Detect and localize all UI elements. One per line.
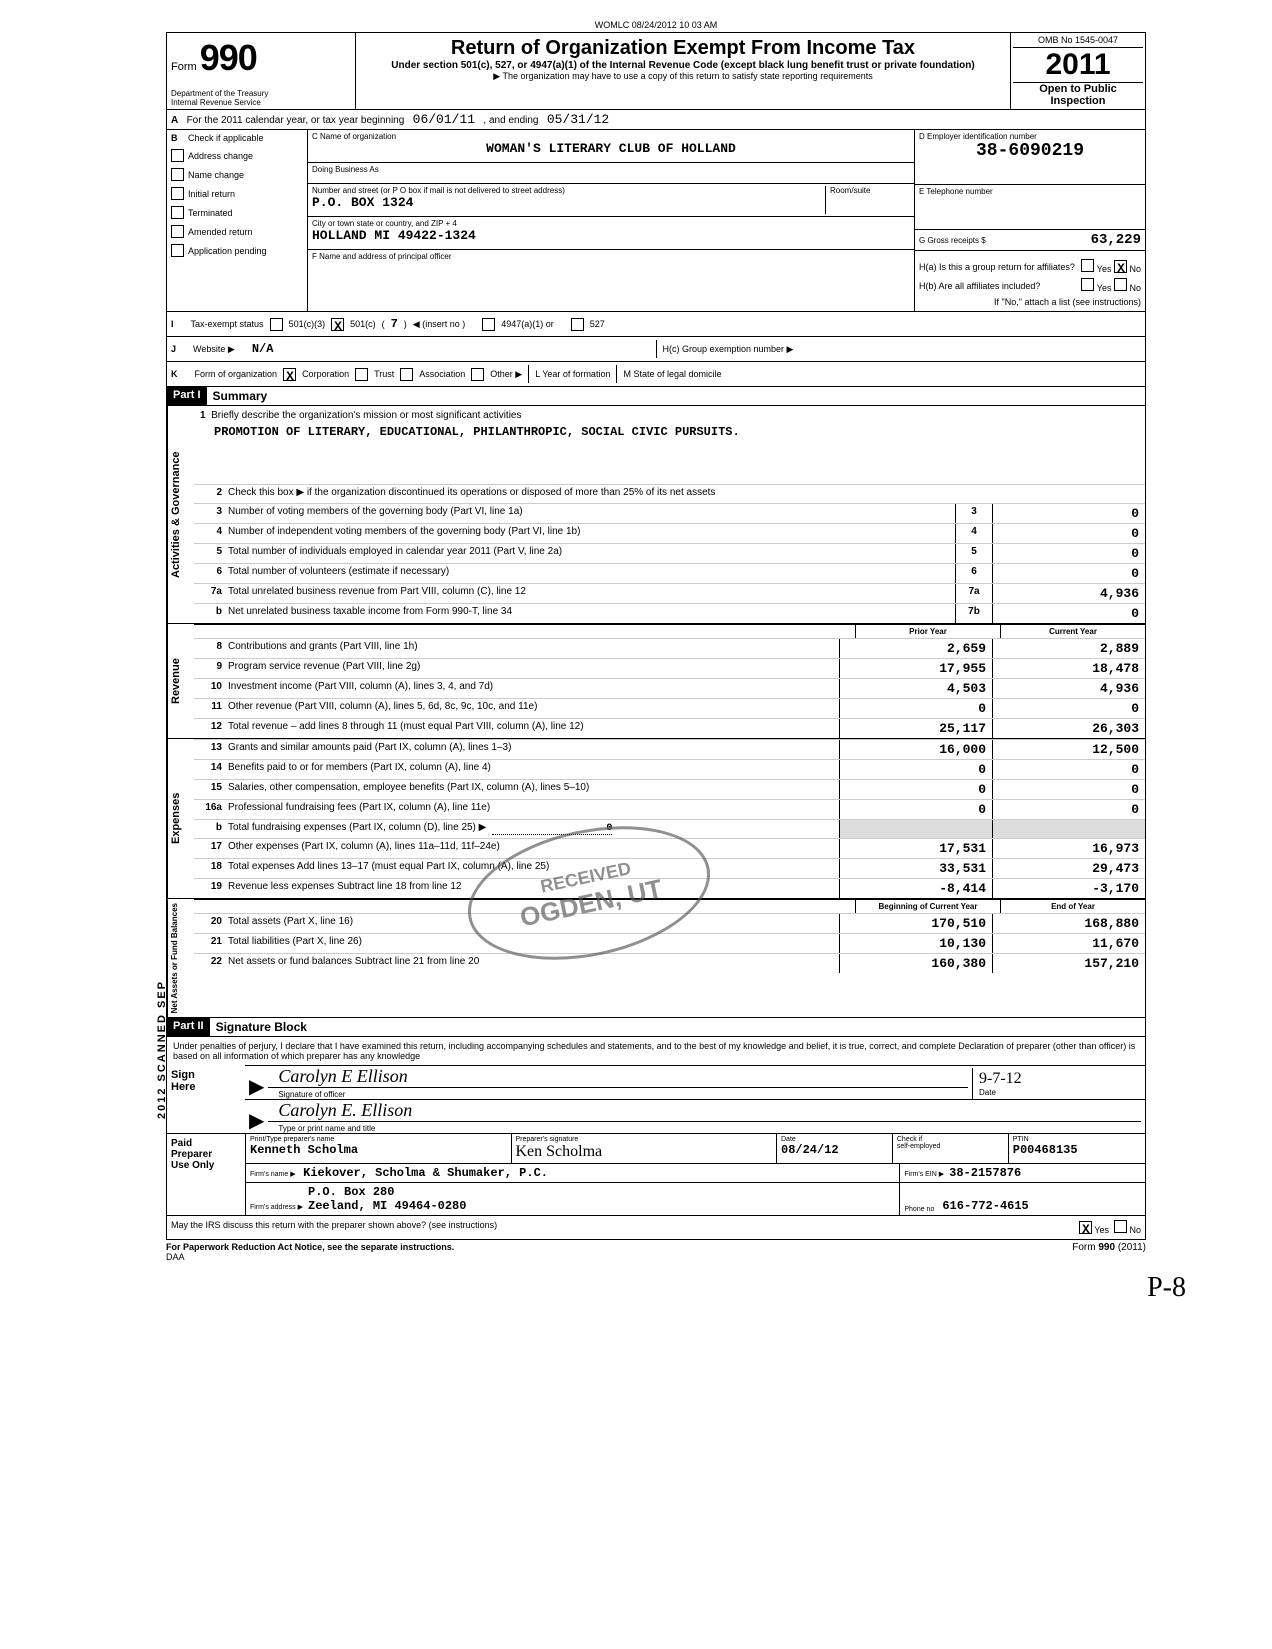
table-row: 7aTotal unrelated business revenue from … (194, 583, 1145, 603)
signature-block: Under penalties of perjury, I declare th… (166, 1037, 1146, 1134)
form-title: Return of Organization Exempt From Incom… (360, 37, 1006, 60)
part2-header: Part II Signature Block (166, 1018, 1146, 1037)
checkbox-amended[interactable] (171, 225, 184, 238)
checkbox-527[interactable] (571, 318, 584, 331)
table-row: 6Total number of volunteers (estimate if… (194, 563, 1145, 583)
omb-number: OMB No 1545-0047 (1013, 35, 1143, 48)
tax-exempt-row: I Tax-exempt status 501(c)(3) X501(c) ( … (166, 312, 1146, 337)
checkbox-hb-no[interactable] (1114, 278, 1127, 291)
table-row: 16aProfessional fundraising fees (Part I… (194, 799, 1145, 819)
table-row: 9Program service revenue (Part VIII, lin… (194, 658, 1145, 678)
website-row: J Website ▶ N/A H(c) Group exemption num… (166, 337, 1146, 362)
website: N/A (252, 342, 274, 356)
table-row: 5Total number of individuals employed in… (194, 543, 1145, 563)
scanned-stamp: 2012 SCANNED SEP (156, 980, 168, 1119)
open-public: Open to Public Inspection (1013, 83, 1143, 107)
checkbox-terminated[interactable] (171, 206, 184, 219)
table-row: 18Total expenses Add lines 13–17 (must e… (194, 858, 1145, 878)
checkbox-pending[interactable] (171, 244, 184, 257)
table-row: 13Grants and similar amounts paid (Part … (194, 739, 1145, 759)
page-number: P-8 (1147, 1272, 1186, 1304)
checkbox-discuss-yes[interactable]: X (1079, 1221, 1092, 1234)
label-revenue: Revenue (167, 624, 194, 738)
preparer-signature: Ken Scholma (516, 1143, 773, 1161)
checkbox-ha-yes[interactable] (1081, 259, 1094, 272)
officer-signature: Carolyn E Ellison (268, 1066, 968, 1088)
officer-name-typed: Carolyn E. Ellison (268, 1100, 1141, 1122)
firm-address: Zeeland, MI 49464-0280 (308, 1199, 466, 1213)
checkbox-hb-yes[interactable] (1081, 278, 1094, 291)
501c-insert: 7 (391, 317, 398, 331)
firm-ein: 38-2157876 (949, 1166, 1021, 1180)
firm-name: Kiekover, Scholma & Shumaker, P.C. (303, 1166, 548, 1180)
preparer-ptin: P00468135 (1013, 1143, 1141, 1157)
identity-block: B Check if applicable Address change Nam… (166, 130, 1146, 312)
preparer-block: Paid Preparer Use Only Print/Type prepar… (166, 1134, 1146, 1216)
mission-text: PROMOTION OF LITERARY, EDUCATIONAL, PHIL… (200, 421, 1139, 443)
table-row: 21Total liabilities (Part X, line 26)10,… (194, 933, 1145, 953)
table-row: 3Number of voting members of the governi… (194, 503, 1145, 523)
fundraising-total: 0 (492, 823, 612, 835)
form-number: 990 (200, 37, 257, 78)
label-activities: Activities & Governance (167, 406, 194, 623)
table-row: 22Net assets or fund balances Subtract l… (194, 953, 1145, 973)
preparer-date: 08/24/12 (781, 1143, 888, 1157)
section-net-assets: Net Assets or Fund Balances Beginning of… (166, 899, 1146, 1018)
checkbox-501c[interactable]: X (331, 318, 344, 331)
dept-irs: Internal Revenue Service (171, 98, 268, 107)
checkbox-trust[interactable] (355, 368, 368, 381)
section-activities: Activities & Governance 1 Briefly descri… (166, 406, 1146, 624)
table-row: 15Salaries, other compensation, employee… (194, 779, 1145, 799)
checkbox-other[interactable] (471, 368, 484, 381)
label-net-assets: Net Assets or Fund Balances (167, 899, 194, 1017)
dept-treasury: Department of the Treasury (171, 89, 268, 98)
table-row: 20Total assets (Part X, line 16)170,5101… (194, 913, 1145, 933)
checkbox-assoc[interactable] (400, 368, 413, 381)
ein: 38-6090219 (919, 141, 1141, 161)
arrow-icon: ▶ (245, 1074, 268, 1099)
tax-year-row: A For the 2011 calendar year, or tax yea… (166, 109, 1146, 130)
table-row: 12Total revenue – add lines 8 through 11… (194, 718, 1145, 738)
preparer-name: Kenneth Scholma (250, 1143, 507, 1157)
form-subtitle: Under section 501(c), 527, or 4947(a)(1)… (360, 60, 1006, 71)
table-row: 4Number of independent voting members of… (194, 523, 1145, 543)
form-header: Form 990 Department of the Treasury Inte… (166, 32, 1146, 109)
org-city: HOLLAND MI 49422-1324 (312, 228, 910, 243)
checkbox-initial-return[interactable] (171, 187, 184, 200)
form-label: Form (171, 61, 197, 73)
checkbox-name-change[interactable] (171, 168, 184, 181)
part1-header: Part I Summary (166, 387, 1146, 406)
signature-date: 9-7-12 (979, 1070, 1139, 1088)
gross-receipts: 63,229 (1091, 232, 1141, 248)
org-name: WOMAN'S LITERARY CLUB OF HOLLAND (312, 141, 910, 156)
period-end: 05/31/12 (547, 112, 609, 127)
checkbox-501c3[interactable] (270, 318, 283, 331)
table-row: 11Other revenue (Part VIII, column (A), … (194, 698, 1145, 718)
table-row: 8Contributions and grants (Part VIII, li… (194, 638, 1145, 658)
table-row: bNet unrelated business taxable income f… (194, 603, 1145, 623)
checkbox-corp[interactable]: X (283, 368, 296, 381)
period-start: 06/01/11 (413, 112, 475, 127)
org-street: P.O. BOX 1324 (312, 195, 821, 210)
checkbox-ha-no[interactable]: X (1114, 260, 1127, 273)
timestamp-header: WOMLC 08/24/2012 10 03 AM (166, 20, 1146, 30)
table-row: 14Benefits paid to or for members (Part … (194, 759, 1145, 779)
form-of-org-row: K Form of organization XCorporation Trus… (166, 362, 1146, 387)
tax-year: 2011 (1013, 48, 1143, 83)
form-note: ▶ The organization may have to use a cop… (360, 71, 1006, 82)
checkbox-address-change[interactable] (171, 149, 184, 162)
checkbox-discuss-no[interactable] (1114, 1220, 1127, 1233)
section-expenses: Expenses 13Grants and similar amounts pa… (166, 739, 1146, 899)
checkbox-4947[interactable] (482, 318, 495, 331)
section-revenue: Revenue Prior YearCurrent Year 8Contribu… (166, 624, 1146, 739)
label-expenses: Expenses (167, 739, 194, 898)
table-row: 19Revenue less expenses Subtract line 18… (194, 878, 1145, 898)
table-row: 10Investment income (Part VIII, column (… (194, 678, 1145, 698)
table-row: 17Other expenses (Part IX, column (A), l… (194, 838, 1145, 858)
arrow-icon: ▶ (245, 1108, 268, 1133)
discuss-row: May the IRS discuss this return with the… (166, 1216, 1146, 1240)
firm-phone: 616-772-4615 (942, 1199, 1028, 1213)
